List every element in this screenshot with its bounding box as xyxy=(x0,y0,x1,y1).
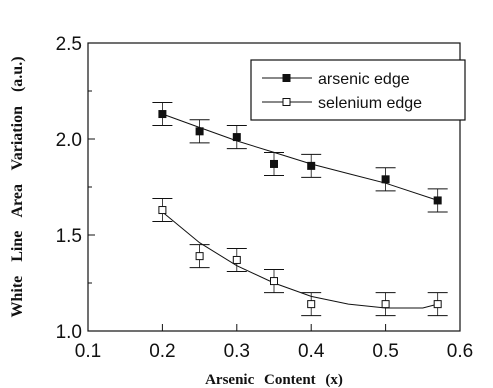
data-point-selenium xyxy=(433,300,442,309)
legend-box xyxy=(250,59,466,121)
data-point-arsenic xyxy=(307,161,316,170)
x-tick-label: 0.5 xyxy=(372,341,398,362)
data-point-arsenic xyxy=(195,127,204,136)
x-tick-label: 0.6 xyxy=(447,341,473,362)
marker-layer xyxy=(158,110,442,309)
y-tick-label: 1.5 xyxy=(56,226,82,247)
data-point-selenium xyxy=(158,206,167,215)
data-point-arsenic xyxy=(381,175,390,184)
data-point-arsenic xyxy=(433,196,442,205)
data-point-arsenic xyxy=(270,159,278,168)
x-tick-label: 0.4 xyxy=(298,341,325,362)
data-point-selenium xyxy=(270,277,278,286)
data-point-arsenic xyxy=(232,133,241,142)
legend-label-arsenic: arsenic edge xyxy=(318,71,410,88)
legend-marker-arsenic xyxy=(282,74,291,82)
fit-curve-arsenic xyxy=(162,113,438,201)
x-tick-label: 0.2 xyxy=(149,341,175,362)
fit-curve-selenium xyxy=(162,211,438,309)
x-tick-label: 0.1 xyxy=(75,341,101,362)
data-point-selenium xyxy=(307,300,316,309)
y-axis-label: White Line Area Variation (a.u.) xyxy=(9,56,26,317)
data-point-selenium xyxy=(195,252,204,261)
legend-marker-selenium xyxy=(282,98,291,106)
y-tick-label: 2.0 xyxy=(56,130,82,151)
ticks-layer: 0.1 0.2 0.3 0.4 0.5 0.6 1.0 1.5 2.0 2.5 xyxy=(56,34,474,362)
data-point-arsenic xyxy=(158,110,167,119)
y-tick-label: 2.5 xyxy=(56,34,82,55)
legend-label-selenium: selenium edge xyxy=(318,95,422,112)
legend: arsenic edge selenium edge xyxy=(250,59,466,121)
data-point-selenium xyxy=(381,300,390,309)
data-point-selenium xyxy=(232,255,241,264)
x-tick-label: 0.3 xyxy=(224,341,250,362)
y-tick-label: 1.0 xyxy=(56,322,82,343)
x-axis-label: Arsenic Content (x) xyxy=(205,372,343,388)
